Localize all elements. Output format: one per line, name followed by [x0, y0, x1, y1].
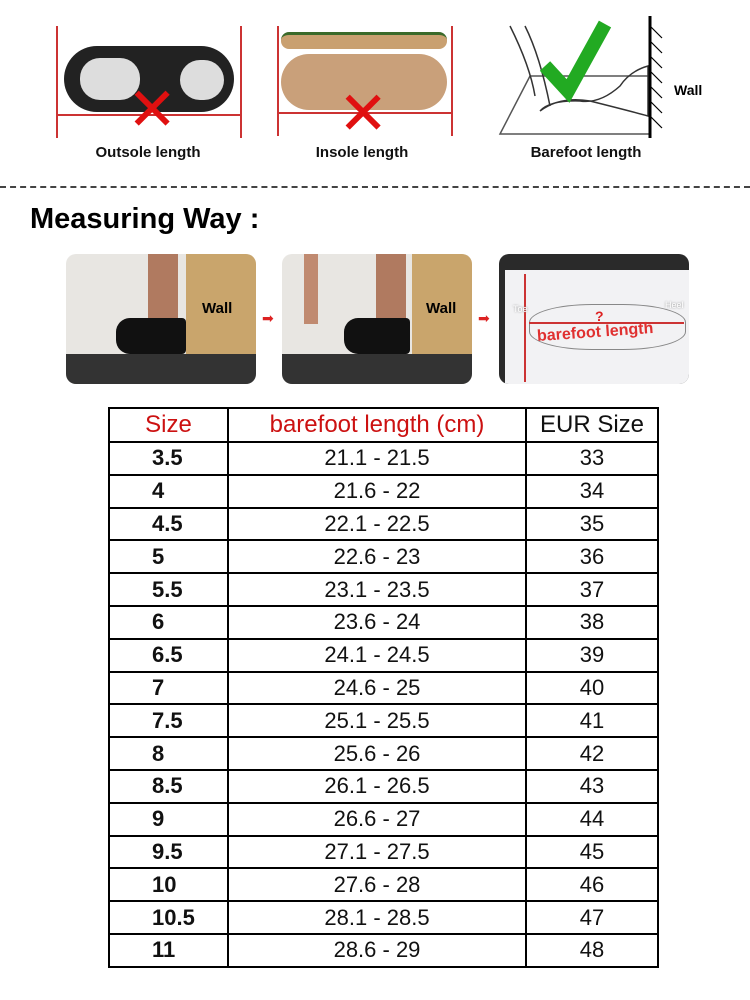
cell-barefoot-length: 25.1 - 25.5 [227, 703, 527, 739]
cell-eur-size: 45 [525, 834, 659, 870]
table-row: 9.5 27.1 - 27.5 45 [108, 834, 659, 870]
cell-size: 10 [108, 867, 229, 903]
cell-eur-size: 43 [525, 768, 659, 804]
cell-size: 9.5 [108, 834, 229, 870]
cell-barefoot-length: 24.1 - 24.5 [227, 637, 527, 673]
cell-barefoot-length: 22.6 - 23 [227, 539, 527, 575]
cell-eur-size: 46 [525, 867, 659, 903]
outsole-caption: Outsole length [95, 144, 201, 161]
cell-barefoot-length: 27.1 - 27.5 [227, 834, 527, 870]
cell-barefoot-length: 21.1 - 21.5 [227, 441, 527, 476]
table-header: Size barefoot length (cm) EUR Size [108, 407, 659, 443]
table-row: 4.5 22.1 - 22.5 35 [108, 506, 659, 542]
header-size: Size [108, 407, 229, 443]
cell-eur-size: 39 [525, 637, 659, 673]
table-row: 8 25.6 - 26 42 [108, 736, 659, 771]
cell-eur-size: 40 [525, 670, 659, 706]
cell-eur-size: 42 [525, 736, 659, 771]
table-row: 6.5 24.1 - 24.5 39 [108, 637, 659, 673]
cell-size: 8 [108, 736, 229, 771]
cell-size: 4.5 [108, 506, 229, 542]
cell-barefoot-length: 28.1 - 28.5 [227, 900, 527, 935]
cell-size: 11 [108, 932, 229, 968]
table-row: 5 22.6 - 23 36 [108, 539, 659, 575]
cell-eur-size: 48 [525, 932, 659, 968]
cell-size: 10.5 [108, 900, 229, 935]
table-row: 10.5 28.1 - 28.5 47 [108, 900, 659, 935]
wall-label: Wall [674, 82, 703, 98]
header-barefoot-length: barefoot length (cm) [227, 407, 527, 443]
cell-barefoot-length: 24.6 - 25 [227, 670, 527, 706]
cell-eur-size: 36 [525, 539, 659, 575]
cell-barefoot-length: 25.6 - 26 [227, 736, 527, 771]
cell-barefoot-length: 28.6 - 29 [227, 932, 527, 968]
cell-eur-size: 37 [525, 572, 659, 607]
cell-eur-size: 33 [525, 441, 659, 476]
photo-step-3: Toe Heel ? barefoot length [499, 254, 689, 384]
cell-size: 7.5 [108, 703, 229, 739]
arrow-icon: ➡ [262, 310, 274, 326]
table-row: 11 28.6 - 29 48 [108, 932, 659, 968]
photo-step-2: Wall [282, 254, 472, 384]
wall-label: Wall [426, 300, 457, 317]
cell-size: 8.5 [108, 768, 229, 804]
cell-eur-size: 35 [525, 506, 659, 542]
cell-barefoot-length: 27.6 - 28 [227, 867, 527, 903]
table-row: 4 21.6 - 22 34 [108, 473, 659, 509]
table-row: 3.5 21.1 - 21.5 33 [108, 441, 659, 476]
cell-size: 6 [108, 604, 229, 640]
photo-step-1: Wall [66, 254, 256, 384]
table-row: 5.5 23.1 - 23.5 37 [108, 572, 659, 607]
barefoot-caption: Barefoot length [530, 144, 642, 161]
cell-barefoot-length: 22.1 - 22.5 [227, 506, 527, 542]
divider [0, 186, 750, 188]
cell-barefoot-length: 23.6 - 24 [227, 604, 527, 640]
cell-barefoot-length: 26.6 - 27 [227, 801, 527, 837]
header-eur-size: EUR Size [525, 407, 659, 443]
cell-eur-size: 34 [525, 473, 659, 509]
size-chart-table: Size barefoot length (cm) EUR Size 3.5 21… [108, 407, 659, 968]
cell-size: 5 [108, 539, 229, 575]
cell-eur-size: 47 [525, 900, 659, 935]
table-row: 10 27.6 - 28 46 [108, 867, 659, 903]
x-mark-icon: ✕ [338, 79, 389, 149]
table-row: 9 26.6 - 27 44 [108, 801, 659, 837]
arrow-icon: ➡ [478, 310, 490, 326]
section-title: Measuring Way : [30, 203, 260, 235]
cell-eur-size: 38 [525, 604, 659, 640]
cell-barefoot-length: 26.1 - 26.5 [227, 768, 527, 804]
cell-eur-size: 44 [525, 801, 659, 837]
insole-caption: Insole length [315, 144, 409, 161]
x-mark-icon: ✕ [127, 75, 178, 145]
cell-size: 4 [108, 473, 229, 509]
table-row: 8.5 26.1 - 26.5 43 [108, 768, 659, 804]
cell-barefoot-length: 23.1 - 23.5 [227, 572, 527, 607]
cell-size: 5.5 [108, 572, 229, 607]
cell-barefoot-length: 21.6 - 22 [227, 473, 527, 509]
table-row: 7.5 25.1 - 25.5 41 [108, 703, 659, 739]
cell-size: 9 [108, 801, 229, 837]
table-row: 7 24.6 - 25 40 [108, 670, 659, 706]
wall-label: Wall [202, 300, 233, 317]
cell-size: 3.5 [108, 441, 229, 476]
cell-size: 6.5 [108, 637, 229, 673]
cell-size: 7 [108, 670, 229, 706]
cell-eur-size: 41 [525, 703, 659, 739]
table-row: 6 23.6 - 24 38 [108, 604, 659, 640]
